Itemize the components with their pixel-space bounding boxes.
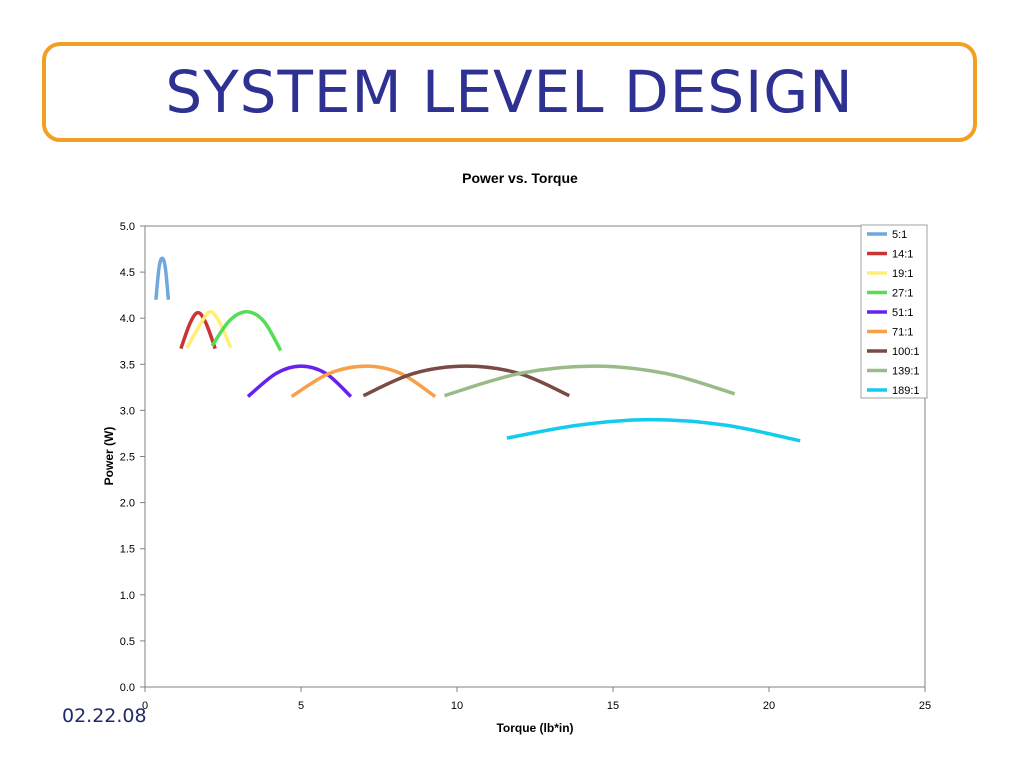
x-tick-label: 15 xyxy=(607,700,619,712)
x-axis-label: Torque (lb*in) xyxy=(496,721,573,735)
series-line-5-1 xyxy=(154,256,171,300)
y-tick-label: 4.5 xyxy=(120,267,135,279)
x-tick-label: 5 xyxy=(298,700,304,712)
x-tick-label: 20 xyxy=(763,700,775,712)
series-line-14-1 xyxy=(179,310,217,350)
legend-entry-label: 71:1 xyxy=(892,327,913,339)
y-axis-label: Power (W) xyxy=(102,427,116,486)
plot-area xyxy=(144,225,926,688)
legend-entry-label: 27:1 xyxy=(892,288,913,300)
slide-date: 02.22.08 xyxy=(62,705,147,727)
x-tick-label: 0 xyxy=(142,700,148,712)
series-line-189-1 xyxy=(506,417,801,443)
y-tick-label: 4.0 xyxy=(120,313,135,325)
series-line-100-1 xyxy=(362,364,571,398)
chart-title: Power vs. Torque xyxy=(462,170,578,186)
series-line-27-1 xyxy=(210,309,283,352)
y-tick-label: 5.0 xyxy=(120,221,135,233)
y-tick-label: 0.5 xyxy=(120,636,135,648)
legend-entry-label: 5:1 xyxy=(892,229,907,241)
series-line-51-1 xyxy=(246,364,353,398)
axes: 0.0 0.5 1.0 1.5 2.0 2.5 3.0 3.5 4.0 4.5 5.0 0 5 10 15 2… xyxy=(120,221,931,712)
y-tick-label: 3.0 xyxy=(120,405,135,417)
series-line-71-1 xyxy=(290,364,437,399)
slide-title: SYSTEM LEVEL DESIGN xyxy=(165,58,854,126)
series-group xyxy=(154,256,801,443)
legend-entry-label: 100:1 xyxy=(892,346,920,358)
y-tick-label: 2.0 xyxy=(120,498,135,510)
y-tick-label: 0.0 xyxy=(120,682,135,694)
x-tick-label: 25 xyxy=(919,700,931,712)
y-tick-label: 2.5 xyxy=(120,452,135,464)
legend-entry-label: 19:1 xyxy=(892,268,913,280)
legend-entry-label: 51:1 xyxy=(892,307,913,319)
y-tick-label: 1.5 xyxy=(120,544,135,556)
legend: 5:1 14:1 19:1 27:1 51:1 71:1 100:1 139:1 189:1 xyxy=(860,224,928,399)
y-tick-label: 1.0 xyxy=(120,590,135,602)
x-tick-label: 10 xyxy=(451,700,463,712)
legend-entry-label: 139:1 xyxy=(892,366,920,378)
series-line-139-1 xyxy=(444,364,736,398)
legend-entry-label: 14:1 xyxy=(892,249,913,261)
title-box: SYSTEM LEVEL DESIGN xyxy=(42,42,977,142)
legend-entry-label: 189:1 xyxy=(892,385,920,397)
y-tick-label: 3.5 xyxy=(120,359,135,371)
